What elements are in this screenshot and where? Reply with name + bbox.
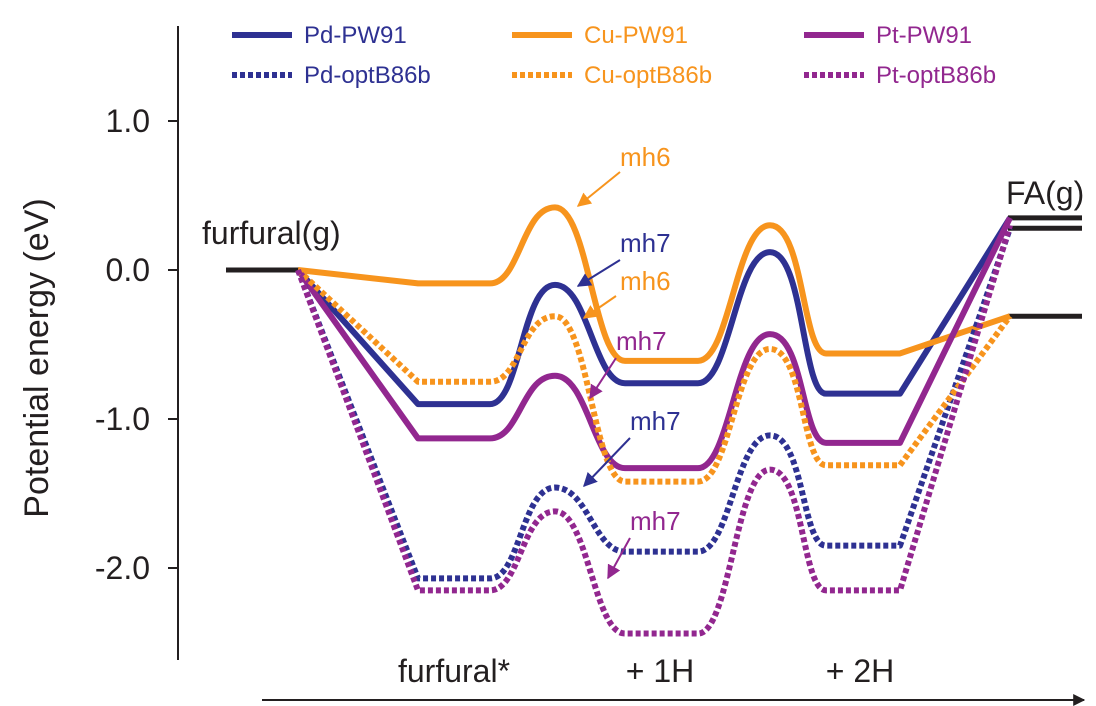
- annotation-label: mh7: [616, 326, 667, 356]
- annotation-arrow: [576, 171, 621, 207]
- series-pt-pw91-line: [295, 216, 1013, 472]
- y-tick-label: 1.0: [106, 103, 150, 139]
- series-pd-optb86b-line: [295, 227, 1013, 582]
- stage-label: furfural*: [398, 653, 510, 689]
- y-tick-label: 0.0: [106, 252, 150, 288]
- legend-label: Pd-PW91: [304, 22, 407, 49]
- legend-label: Cu-optB86b: [584, 62, 712, 89]
- y-axis-ticks: 1.0 0.0 -1.0 -2.0: [95, 103, 178, 586]
- legend-label: Cu-PW91: [584, 22, 688, 49]
- stage-label: + 2H: [826, 653, 894, 689]
- legend-label: Pt-PW91: [876, 22, 972, 49]
- series-pd-pw91-line: [295, 216, 1013, 408]
- reference-levels: furfural(g) FA(g): [202, 175, 1084, 319]
- annotation-arrow: [576, 259, 621, 287]
- furfural-gas-label: furfural(g): [202, 215, 341, 251]
- legend-label: Pt-optB86b: [876, 62, 996, 89]
- annotations: mh6 mh7 mh6 mh7 mh7 mh7: [576, 142, 681, 580]
- annotation-arrow: [589, 357, 617, 400]
- series-pt-optb86b-line: [295, 224, 1013, 637]
- stage-label: + 1H: [626, 653, 694, 689]
- y-tick-label: -2.0: [95, 550, 150, 586]
- annotation-label: mh6: [620, 266, 671, 296]
- annotation-arrow: [607, 537, 631, 580]
- annotation-label: mh7: [630, 506, 681, 536]
- annotation-arrow: [582, 295, 617, 319]
- series-cu-optb86b-line: [295, 267, 1013, 485]
- series-group: [295, 204, 1013, 637]
- y-axis-label: Potential energy (eV): [18, 198, 56, 517]
- annotation-label: mh6: [620, 142, 671, 172]
- legend: Pd-PW91 Cu-PW91 Pt-PW91 Pd-optB86b Cu-optB86…: [232, 22, 996, 89]
- annotation-label: mh7: [630, 406, 681, 436]
- stage-labels: furfural* + 1H + 2H: [398, 653, 894, 689]
- annotation-arrow: [583, 437, 631, 488]
- annotation-label: mh7: [620, 228, 671, 258]
- y-tick-label: -1.0: [95, 401, 150, 437]
- legend-label: Pd-optB86b: [304, 62, 431, 89]
- fa-gas-label: FA(g): [1006, 175, 1084, 211]
- series-cu-pw91-line: [297, 204, 1011, 364]
